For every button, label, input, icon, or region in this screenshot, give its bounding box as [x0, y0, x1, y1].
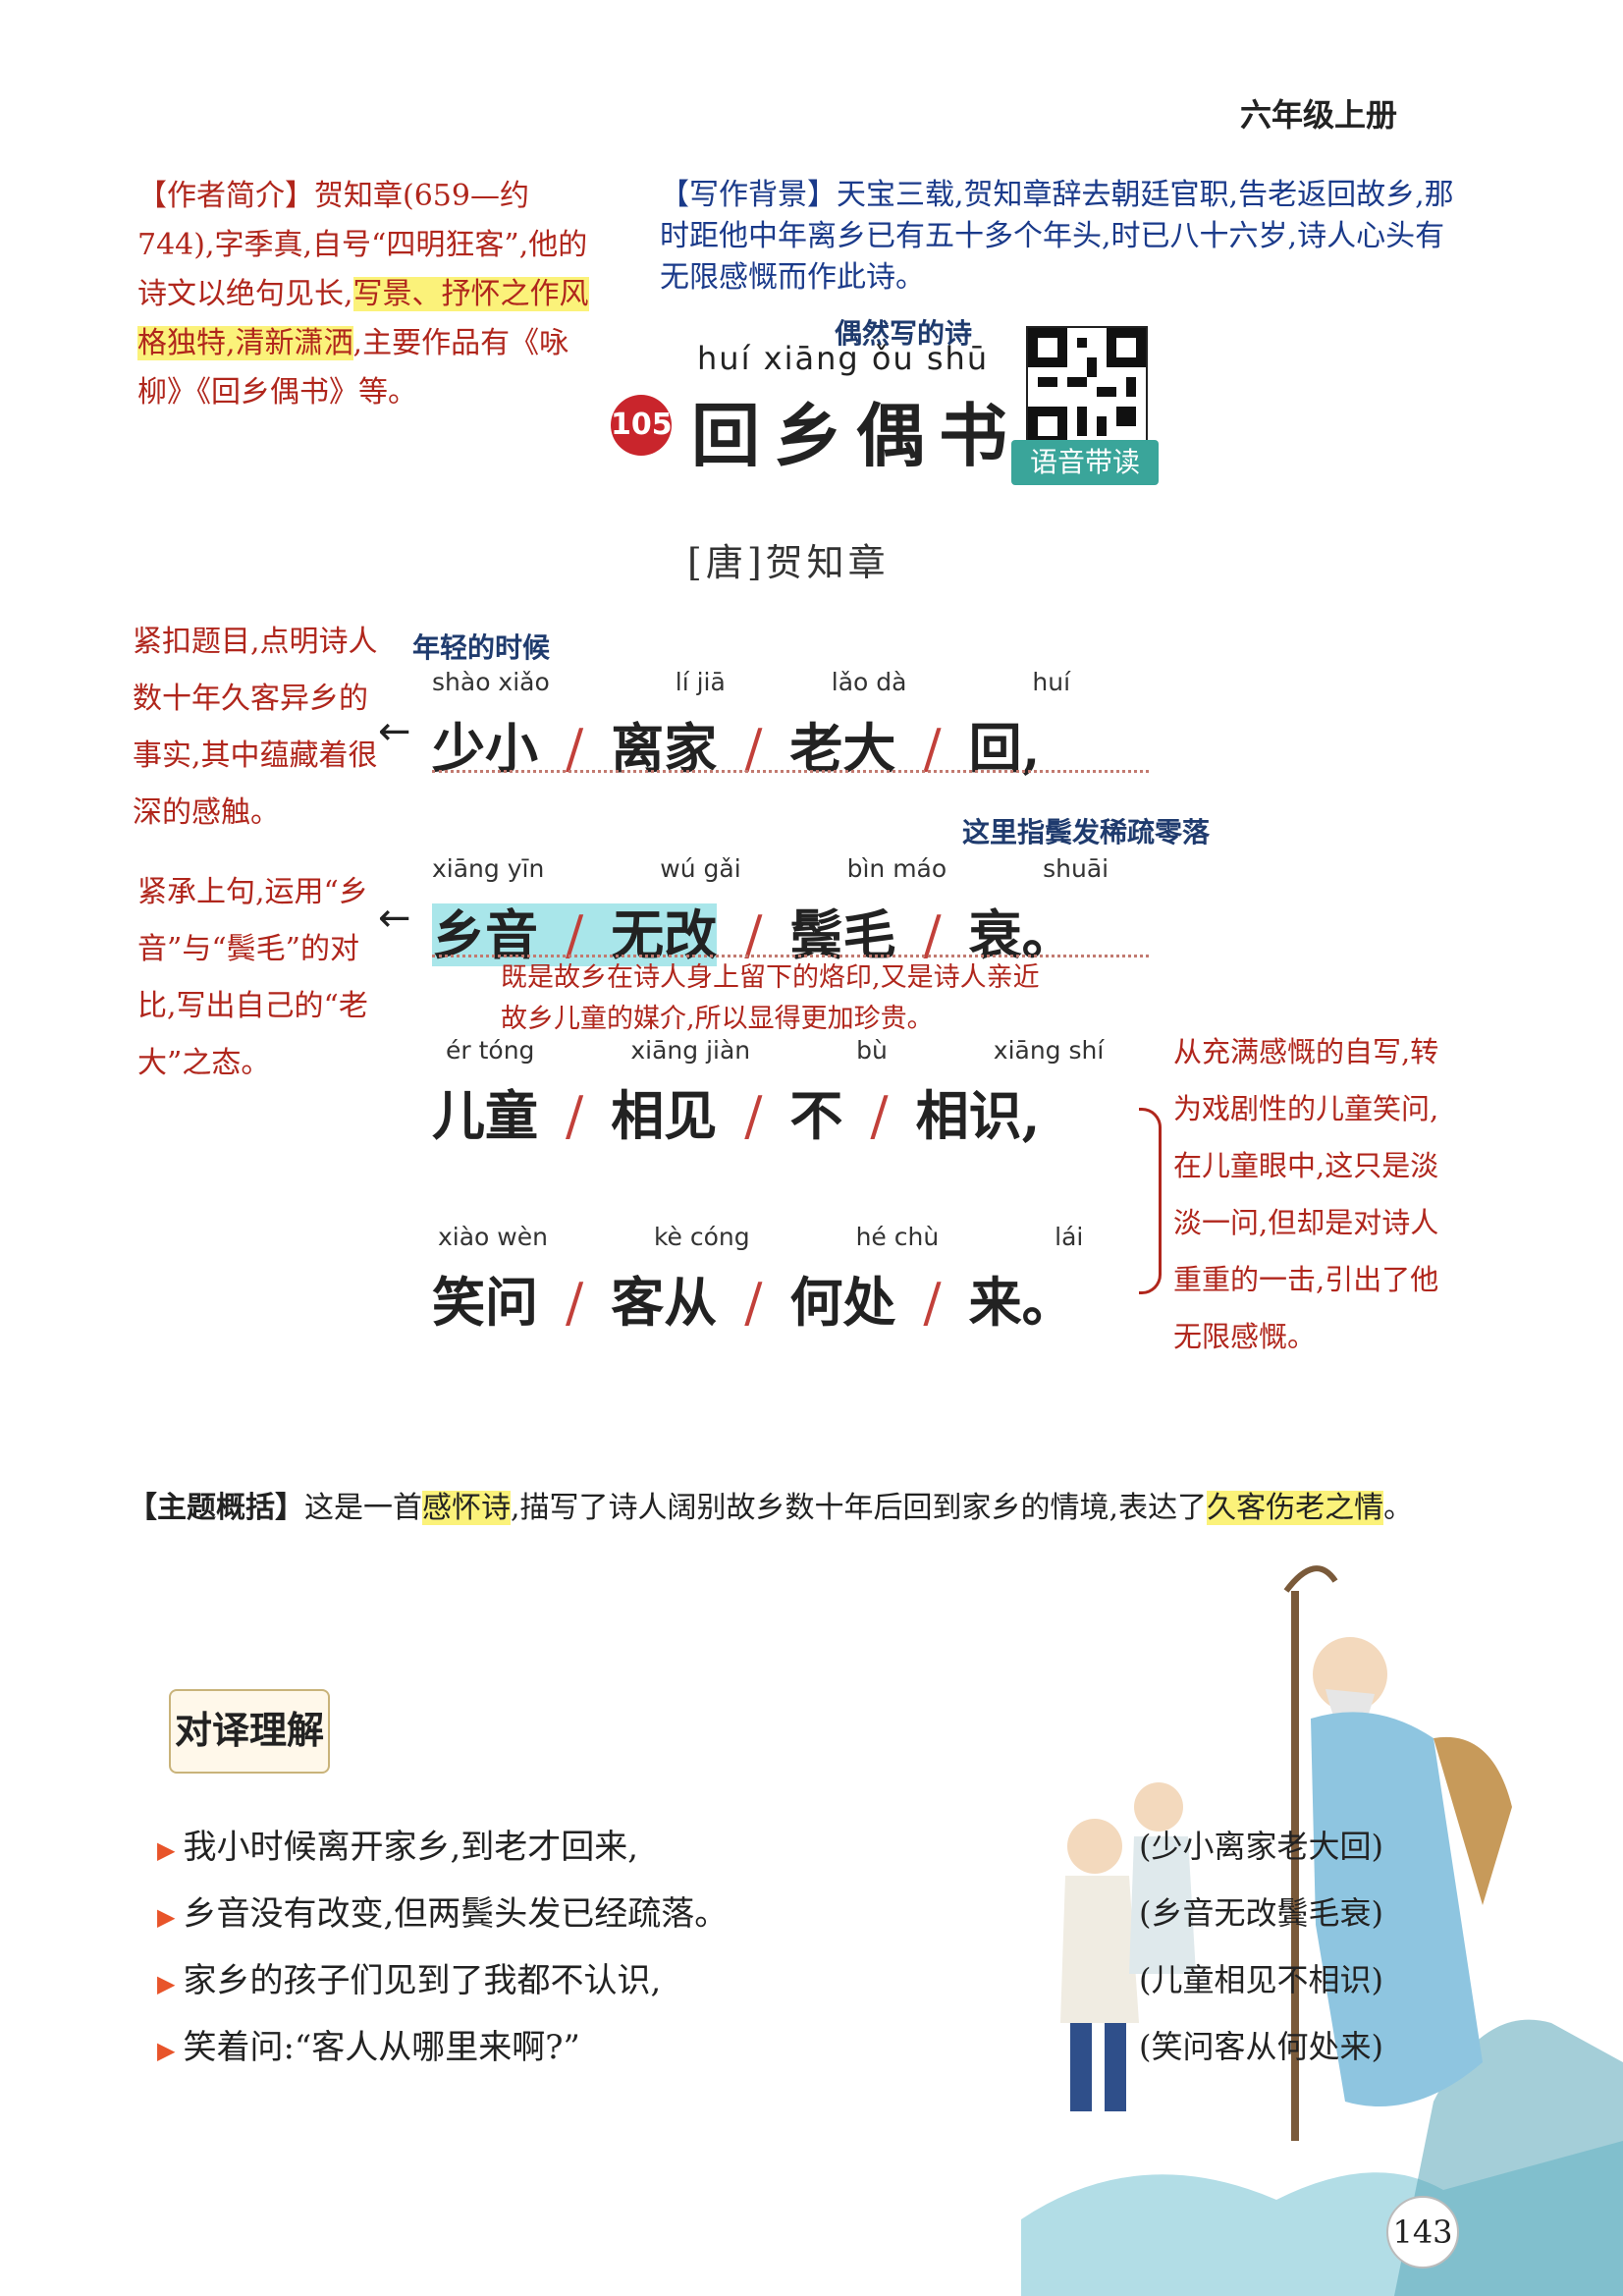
translation-item-4: ▶ 笑着问:“客人从哪里来啊?” — [157, 2020, 580, 2068]
poem-line-1: 少小 / 离家 / 老大 / 回, — [432, 717, 1041, 780]
background-note: 【写作背景】天宝三载,贺知章辞去朝廷官职,告老返回故乡,那时距他中年离乡已有五十… — [660, 175, 1455, 299]
translation-badge: 对译理解 — [169, 1689, 330, 1774]
translation-text-2: 乡音没有改变,但两鬓头发已经疏落。 — [183, 1894, 729, 1934]
pinyin-lijia: lí jiā — [675, 668, 726, 696]
annotation-young: 年轻的时候 — [412, 631, 551, 664]
word-xiangshi: 相识 — [915, 1084, 1022, 1147]
author-note-text-end: ,主要作品有《咏柳》《回乡偶书》等。 — [137, 326, 569, 410]
qr-code-icon[interactable] — [1026, 326, 1148, 448]
word-bu: 不 — [789, 1084, 843, 1147]
poem-author: [唐]贺知章 — [687, 541, 890, 584]
word-xiangjian: 相见 — [611, 1084, 718, 1147]
translation-source-4: (笑问客从何处来) — [1139, 2028, 1383, 2065]
translation-source-2: (乡音无改鬓毛衰) — [1139, 1894, 1383, 1932]
pinyin-bu: bù — [856, 1036, 888, 1065]
word-hechu: 何处 — [789, 1271, 896, 1334]
grade-label: 六年级上册 — [1239, 96, 1397, 134]
translation-source-1: (少小离家老大回) — [1139, 1828, 1383, 1865]
word-hui: 回 — [968, 717, 1022, 780]
word-ertong: 儿童 — [432, 1084, 538, 1147]
pinyin-line-2: xiāng yīn wú gǎi bìn máo shuāi — [432, 854, 1109, 883]
lesson-number: 105 — [611, 395, 673, 456]
punct-1: , — [1021, 717, 1041, 780]
annotation-sparse: 这里指鬓发稀疏零落 — [962, 816, 1211, 848]
wavy-underline-1 — [432, 760, 1149, 773]
triangle-bullet-icon: ▶ — [157, 1903, 176, 1931]
translation-source-3: (儿童相见不相识) — [1139, 1961, 1383, 1998]
bracket-right — [1139, 1108, 1162, 1294]
theme-summary: 【主题概括】这是一首感怀诗,描写了诗人阔别故乡数十年后回到家乡的情境,表达了久客… — [128, 1483, 1413, 1526]
title-gloss: 偶然写的诗 — [835, 317, 973, 350]
qr-pattern-icon — [1028, 328, 1146, 446]
word-shaoxiao: 少小 — [432, 717, 538, 780]
pinyin-line-4: xiào wèn kè cóng hé chù lái — [438, 1223, 1083, 1251]
poet-illustration — [1021, 1565, 1623, 2296]
poem-line-4: 笑问 / 客从 / 何处 / 来。 — [432, 1271, 1075, 1334]
annotation-left-1: 紧扣题目,点明诗人数十年久客异乡的事实,其中蕴藏着很深的感触。 — [133, 625, 378, 830]
background-note-text: 天宝三载,贺知章辞去朝廷官职,告老返回故乡,那时距他中年离乡已有五十多个年头,时… — [660, 178, 1454, 295]
pinyin-laoda: lǎo dà — [831, 668, 907, 696]
annotation-left-2: 紧承上句,运用“乡音”与“鬓毛”的对比,写出自己的“老大”之态。 — [137, 875, 368, 1080]
audio-read-button[interactable]: 语音带读 — [1011, 440, 1159, 485]
page-number: 143 — [1386, 2196, 1459, 2269]
triangle-bullet-icon: ▶ — [157, 1836, 176, 1864]
pinyin-xiaowen: xiào wèn — [438, 1223, 548, 1251]
theme-text-a: 这是一首 — [304, 1491, 422, 1525]
word-lijia: 离家 — [611, 717, 718, 780]
background-note-label: 【写作背景】 — [660, 178, 837, 212]
word-laoda: 老大 — [789, 717, 896, 780]
poem-line-3: 儿童 / 相见 / 不 / 相识, — [432, 1084, 1041, 1147]
author-note-text: 贺知章(659—约 744),字季真,自号“四明狂客”,他的诗文以绝句见长, — [137, 179, 588, 311]
pinyin-binmao: bìn máo — [846, 854, 947, 883]
pinyin-line-1: shào xiǎo lí jiā lǎo dà huí — [432, 668, 1070, 696]
pinyin-shaoxiao: shào xiǎo — [432, 668, 550, 696]
punct-3: , — [1021, 1084, 1041, 1147]
pinyin-line-3: ér tóng xiāng jiàn bù xiāng shí — [446, 1036, 1104, 1065]
pinyin-xiangjian: xiāng jiàn — [630, 1036, 751, 1065]
word-lai: 来 — [968, 1271, 1022, 1334]
annotation-middle: 既是故乡在诗人身上留下的烙印,又是诗人亲近故乡儿童的媒介,所以显得更加珍贵。 — [501, 962, 1040, 1034]
annotation-right: 从充满感慨的自写,转为戏剧性的儿童笑问,在儿童眼中,这只是淡淡一问,但却是对诗人… — [1173, 1035, 1439, 1353]
translation-text-1: 我小时候离开家乡,到老才回来, — [183, 1828, 639, 1867]
arrow-left-2-icon: ← — [378, 896, 411, 941]
theme-label: 【主题概括】 — [128, 1491, 304, 1525]
word-xiaowen: 笑问 — [432, 1271, 538, 1334]
pinyin-hui: huí — [1032, 668, 1071, 696]
translation-text-3: 家乡的孩子们见到了我都不认识, — [183, 1961, 662, 2000]
translation-item-3: ▶ 家乡的孩子们见到了我都不认识, — [157, 1953, 661, 2001]
poem-title: 回乡偶书 — [691, 395, 1021, 476]
pinyin-xiangyin: xiāng yīn — [432, 854, 545, 883]
translation-item-1: ▶ 我小时候离开家乡,到老才回来, — [157, 1820, 638, 1868]
pinyin-ertong: ér tóng — [446, 1036, 535, 1065]
pinyin-lai: lái — [1055, 1223, 1084, 1251]
author-note-label: 【作者简介】 — [137, 179, 314, 213]
wavy-underline-2 — [432, 945, 1149, 957]
triangle-bullet-icon: ▶ — [157, 1970, 176, 1997]
pinyin-shuai: shuāi — [1043, 854, 1109, 883]
theme-highlight-1: 感怀诗 — [422, 1491, 511, 1525]
theme-text-b: ,描写了诗人阔别故乡数十年后回到家乡的情境,表达了 — [511, 1491, 1208, 1525]
theme-text-c: 。 — [1383, 1491, 1414, 1525]
pinyin-kecong: kè cóng — [653, 1223, 750, 1251]
author-note: 【作者简介】贺知章(659—约 744),字季真,自号“四明狂客”,他的诗文以绝… — [137, 172, 609, 417]
translation-item-2: ▶ 乡音没有改变,但两鬓头发已经疏落。 — [157, 1886, 728, 1935]
pinyin-wugai: wú gǎi — [660, 854, 741, 883]
word-kecong: 客从 — [611, 1271, 718, 1334]
translation-text-4: 笑着问:“客人从哪里来啊?” — [183, 2028, 580, 2067]
triangle-bullet-icon: ▶ — [157, 2037, 176, 2064]
theme-highlight-2: 久客伤老之情 — [1207, 1491, 1384, 1525]
punct-4: 。 — [1021, 1271, 1075, 1334]
title-pinyin: huí xiāng ǒu shū — [697, 340, 990, 377]
arrow-left-1-icon: ← — [378, 709, 411, 754]
pinyin-xiangshi: xiāng shí — [993, 1036, 1105, 1065]
pinyin-hechu: hé chù — [855, 1223, 940, 1251]
